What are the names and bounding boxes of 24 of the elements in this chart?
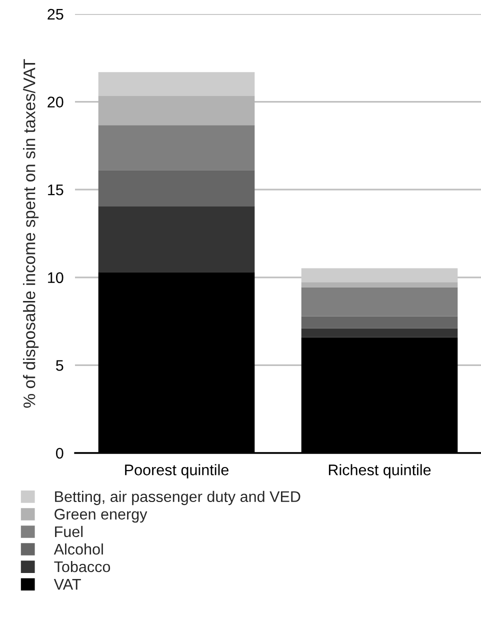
legend-label: Green energy bbox=[54, 508, 148, 523]
legend-label: VAT bbox=[54, 579, 81, 590]
legend-label: Alcohol bbox=[54, 543, 103, 555]
legend-label: Tobacco bbox=[54, 560, 110, 572]
x-tick-label: Poorest quintile bbox=[125, 464, 228, 478]
y-tick-label: 15 bbox=[48, 184, 64, 196]
y-tick-label: 0 bbox=[56, 448, 64, 459]
y-tick-label: 25 bbox=[48, 8, 64, 20]
bar bbox=[301, 282, 458, 288]
y-tick-label: 5 bbox=[56, 360, 64, 371]
bar bbox=[98, 72, 255, 96]
legend-label: Fuel bbox=[55, 526, 83, 538]
bar bbox=[98, 170, 255, 206]
legend-label: Betting, air passenger duty and VED bbox=[55, 490, 300, 506]
y-axis-title: % of disposable income spent on sin taxes/VAT bbox=[23, 59, 39, 408]
y-tick-label: 20 bbox=[48, 96, 64, 108]
bar bbox=[98, 206, 255, 272]
bar bbox=[301, 328, 458, 338]
x-tick-label: Richest quintile bbox=[328, 464, 431, 478]
bar bbox=[301, 287, 458, 316]
bar bbox=[98, 96, 255, 126]
bar bbox=[98, 125, 255, 170]
bar bbox=[301, 316, 458, 328]
y-tick-label: 10 bbox=[48, 272, 64, 284]
